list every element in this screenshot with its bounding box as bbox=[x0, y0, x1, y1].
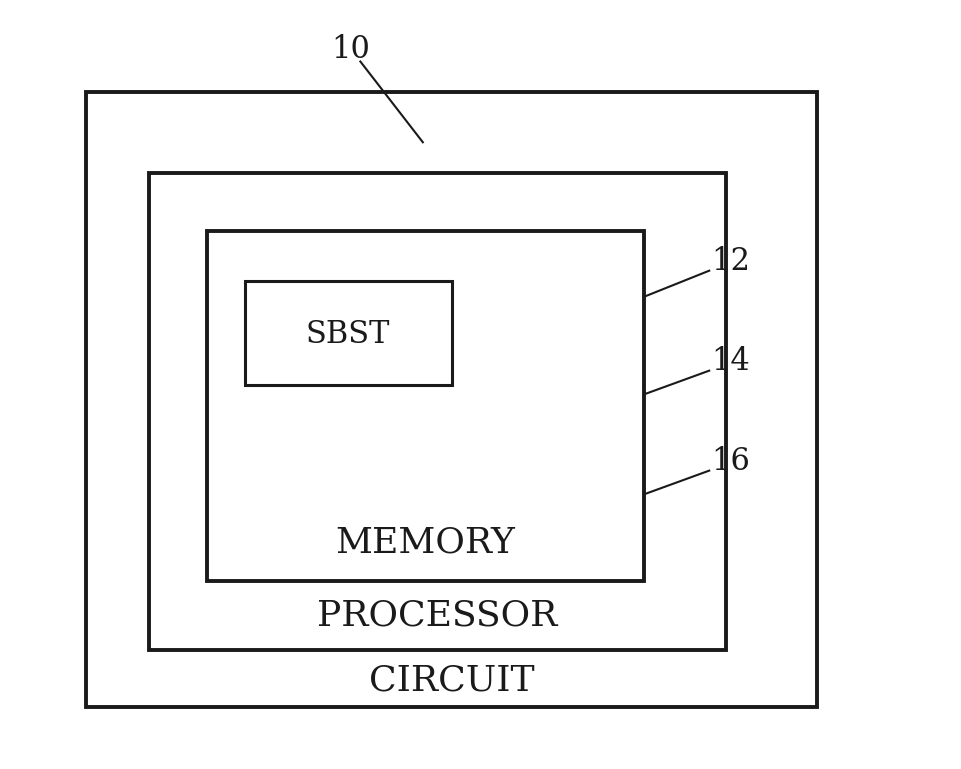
Bar bbox=[149, 173, 726, 650]
Bar bbox=[207, 231, 644, 581]
Bar bbox=[245, 281, 452, 384]
Text: 14: 14 bbox=[711, 346, 750, 377]
Bar bbox=[86, 92, 817, 707]
Text: SBST: SBST bbox=[306, 319, 390, 350]
Text: 10: 10 bbox=[332, 35, 370, 65]
Text: CIRCUIT: CIRCUIT bbox=[369, 664, 534, 697]
Text: 12: 12 bbox=[711, 246, 751, 277]
Text: 16: 16 bbox=[711, 446, 750, 477]
Text: PROCESSOR: PROCESSOR bbox=[317, 598, 557, 632]
Text: MEMORY: MEMORY bbox=[334, 525, 515, 559]
